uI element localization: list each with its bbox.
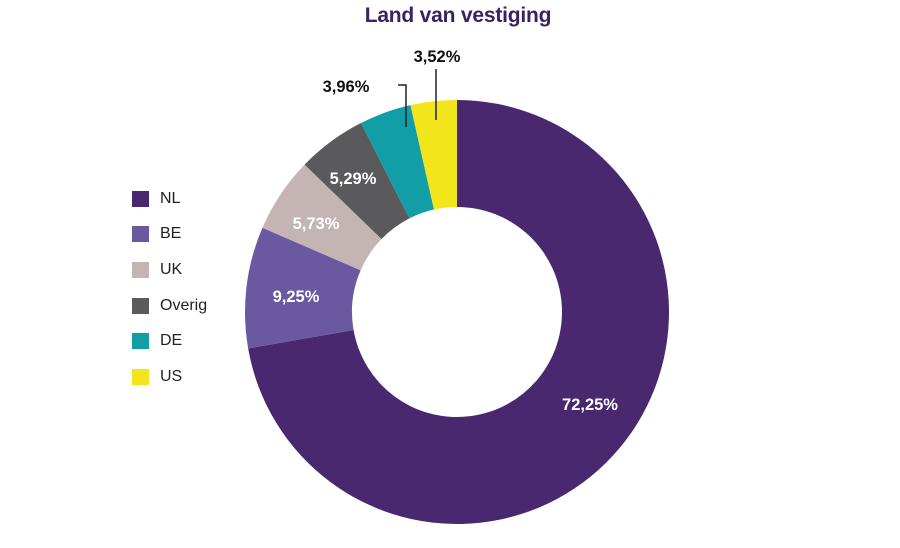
legend-item-de: DE [132, 323, 207, 359]
slice-label-nl: 72,25% [562, 396, 618, 414]
callout-label-de: 3,96% [323, 78, 370, 96]
legend-label-overig: Overig [160, 296, 208, 314]
legend-label-de: DE [160, 332, 183, 350]
legend-item-nl: NL [132, 181, 207, 217]
legend-label-nl: NL [160, 189, 181, 207]
callout-label-us: 3,52% [414, 48, 461, 66]
legend-swatch-be [132, 226, 149, 243]
slice-label-uk: 5,73% [293, 215, 340, 233]
legend-swatch-overig [132, 297, 149, 314]
slice-overig [304, 122, 410, 240]
slice-label-be: 9,25% [273, 288, 320, 306]
legend-label-uk: UK [160, 260, 183, 278]
legend-swatch-uk [132, 261, 149, 278]
legend-swatch-de [132, 333, 149, 350]
legend-item-be: BE [132, 217, 207, 253]
legend: NL BE UK Overig DE US [132, 181, 207, 395]
chart-title: Land van vestiging [364, 4, 552, 27]
legend-swatch-nl [132, 190, 149, 207]
callout-line-de [398, 84, 407, 127]
legend-swatch-us [132, 368, 149, 385]
legend-label-us: US [160, 367, 183, 385]
legend-label-be: BE [160, 225, 182, 243]
legend-item-us: US [132, 359, 207, 395]
slice-us [410, 100, 457, 210]
slice-label-overig: 5,29% [330, 170, 377, 188]
slice-uk [262, 164, 382, 271]
slice-be [245, 227, 361, 349]
legend-item-overig: Overig [132, 288, 207, 324]
donut-slices [245, 100, 669, 524]
slice-nl [248, 100, 669, 524]
slice-de [360, 105, 434, 219]
legend-item-uk: UK [132, 252, 207, 288]
